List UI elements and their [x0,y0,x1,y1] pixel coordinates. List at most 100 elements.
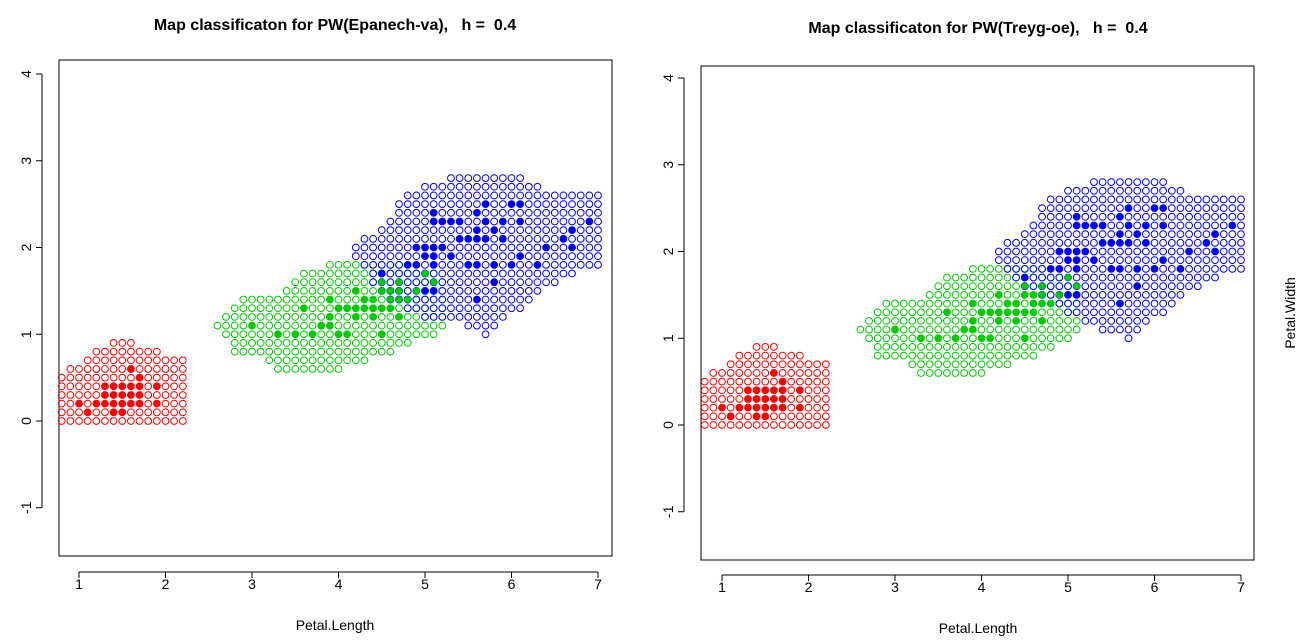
map-point-versicolor [977,273,986,282]
map-point-virginica [1228,264,1237,273]
sample-point-virginica [1073,221,1081,229]
map-point-setosa [75,408,83,417]
chart-triangular: Map classificaton for PW(Treyg-oe), h = … [660,20,1298,636]
map-point-versicolor [239,330,248,339]
map-point-virginica [1046,195,1055,204]
map-point-virginica [421,278,429,287]
map-point-virginica [498,174,507,183]
map-point-virginica [438,208,447,217]
map-point-virginica [473,321,481,330]
x-axis-label: Petal.Length [939,620,1018,636]
map-point-virginica [490,269,499,278]
sample-point-versicolor [369,304,377,312]
map-point-virginica [490,295,499,304]
map-point-virginica [421,226,429,235]
map-point-versicolor [386,330,395,339]
x-tick-label: 3 [248,576,256,592]
map-point-virginica [464,313,473,321]
map-point-virginica [585,226,594,235]
sample-point-virginica [1116,239,1124,247]
map-point-versicolor [325,330,334,339]
map-point-setosa [709,386,718,395]
map-point-virginica [1038,273,1046,282]
map-point-versicolor [334,260,343,269]
map-point-versicolor [994,282,1003,291]
map-point-versicolor [265,339,274,347]
map-point-virginica [1185,221,1193,230]
map-point-virginica [533,182,542,191]
map-point-versicolor [291,286,300,295]
map-point-versicolor [977,264,986,273]
map-point-virginica [1150,308,1159,317]
map-point-virginica [1107,299,1116,308]
map-point-versicolor [951,317,960,325]
sample-point-virginica [1073,265,1081,273]
map-point-versicolor [377,347,386,356]
map-point-setosa [66,417,75,425]
map-point-virginica [360,234,369,243]
map-point-setosa [109,347,118,356]
map-point-versicolor [334,339,343,347]
map-point-setosa [787,369,796,377]
map-point-virginica [386,269,395,278]
map-point-virginica [1090,212,1098,221]
map-point-virginica [1072,308,1081,317]
map-point-virginica [1211,212,1219,221]
map-point-versicolor [1029,351,1038,360]
map-point-virginica [507,208,516,217]
map-point-setosa [770,421,778,429]
map-point-versicolor [882,299,891,308]
map-point-setosa [726,395,735,403]
map-point-virginica [524,200,533,209]
sample-point-setosa [770,395,778,403]
map-point-virginica [1193,273,1202,282]
sample-point-versicolor [969,317,977,325]
map-point-virginica [1150,282,1159,291]
map-point-virginica [1046,273,1055,282]
map-point-virginica [360,252,369,261]
map-point-virginica [1124,290,1133,299]
map-point-virginica [1133,212,1142,221]
map-point-virginica [1176,221,1185,230]
map-point-virginica [1133,178,1142,187]
map-point-virginica [464,295,473,304]
sample-point-versicolor [995,291,1003,299]
map-point-versicolor [968,369,977,377]
map-point-virginica [447,234,455,243]
map-point-versicolor [908,343,917,351]
map-point-virginica [447,304,455,313]
map-point-virginica [533,252,542,261]
sample-point-setosa [796,386,804,394]
map-point-setosa [726,369,735,377]
map-point-versicolor [1020,299,1029,308]
sample-point-versicolor [1021,308,1029,316]
map-point-virginica [386,243,395,252]
map-point-virginica [498,208,507,217]
map-point-virginica [481,191,490,200]
map-point-virginica [455,260,464,269]
sample-point-setosa [727,412,735,420]
map-point-virginica [1081,186,1090,195]
map-point-versicolor [986,264,995,273]
sample-point-virginica [482,235,490,243]
sample-point-setosa [136,391,144,399]
sample-point-setosa [761,404,769,412]
chart-title: Map classificaton for PW(Epanech-va), h … [154,17,516,34]
sample-point-virginica [1116,213,1124,221]
map-point-virginica [1211,238,1219,247]
map-point-virginica [1193,247,1202,256]
map-point-versicolor [360,339,369,347]
map-point-virginica [1124,186,1133,195]
sample-point-setosa [110,408,118,416]
map-point-virginica [395,217,403,226]
map-point-virginica [507,174,516,183]
y-tick-label: 1 [660,334,676,342]
map-point-virginica [1185,282,1193,291]
map-point-setosa [718,421,726,429]
map-point-virginica [473,243,481,252]
map-point-setosa [126,339,135,347]
map-point-virginica [1176,290,1185,299]
map-point-virginica [576,191,585,200]
map-point-versicolor [343,356,352,365]
map-point-virginica [1176,247,1185,256]
